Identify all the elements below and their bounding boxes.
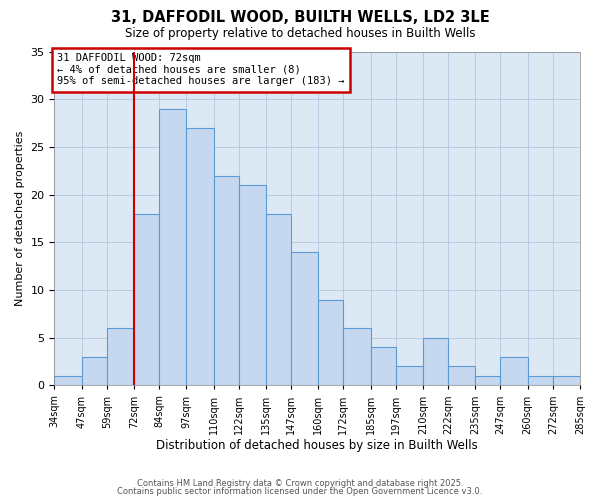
Bar bbox=[423, 338, 448, 386]
Text: 31 DAFFODIL WOOD: 72sqm
← 4% of detached houses are smaller (8)
95% of semi-deta: 31 DAFFODIL WOOD: 72sqm ← 4% of detached… bbox=[57, 53, 344, 86]
Bar bbox=[159, 108, 187, 386]
Text: 31, DAFFODIL WOOD, BUILTH WELLS, LD2 3LE: 31, DAFFODIL WOOD, BUILTH WELLS, LD2 3LE bbox=[110, 10, 490, 25]
Bar bbox=[396, 366, 423, 386]
Bar bbox=[318, 300, 343, 386]
Text: Contains HM Land Registry data © Crown copyright and database right 2025.: Contains HM Land Registry data © Crown c… bbox=[137, 478, 463, 488]
Bar bbox=[448, 366, 475, 386]
Bar bbox=[214, 176, 239, 386]
Bar bbox=[266, 214, 291, 386]
Bar bbox=[239, 185, 266, 386]
Y-axis label: Number of detached properties: Number of detached properties bbox=[15, 131, 25, 306]
Bar bbox=[107, 328, 134, 386]
X-axis label: Distribution of detached houses by size in Builth Wells: Distribution of detached houses by size … bbox=[157, 440, 478, 452]
Bar bbox=[527, 376, 553, 386]
Bar bbox=[500, 357, 527, 386]
Bar bbox=[55, 376, 82, 386]
Bar bbox=[187, 128, 214, 386]
Bar bbox=[475, 376, 500, 386]
Bar bbox=[343, 328, 371, 386]
Bar bbox=[371, 348, 396, 386]
Text: Contains public sector information licensed under the Open Government Licence v3: Contains public sector information licen… bbox=[118, 487, 482, 496]
Bar bbox=[291, 252, 318, 386]
Bar bbox=[82, 357, 107, 386]
Bar bbox=[553, 376, 580, 386]
Text: Size of property relative to detached houses in Builth Wells: Size of property relative to detached ho… bbox=[125, 28, 475, 40]
Bar bbox=[134, 214, 159, 386]
